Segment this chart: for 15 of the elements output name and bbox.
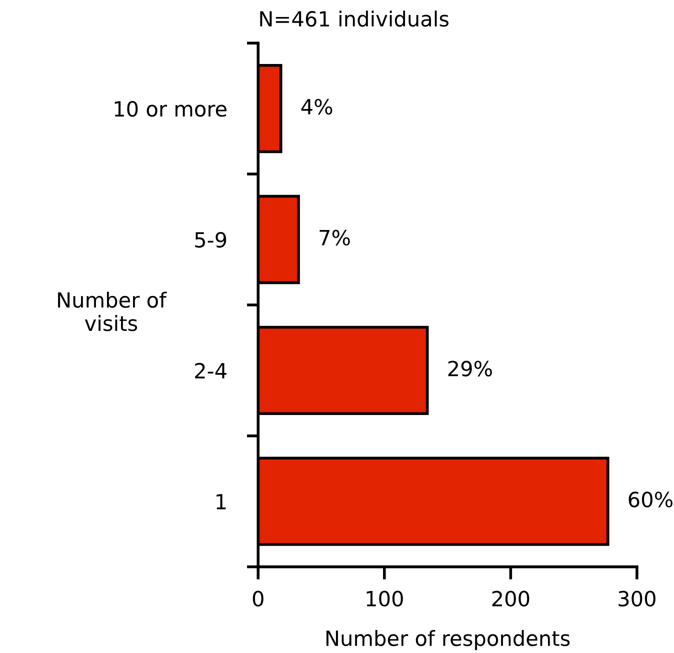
y-tick-label: 5-9: [195, 232, 226, 248]
y-tick-label: 1: [216, 494, 226, 510]
x-tick-label: 300: [618, 590, 656, 607]
x-tick-label: 200: [492, 590, 530, 607]
annotation: 29%: [448, 360, 492, 376]
y-axis-title: Number of visits: [58, 292, 167, 332]
annotation: 7%: [320, 230, 350, 246]
x-tick-label: 100: [366, 590, 403, 607]
annotation: 4%: [301, 98, 332, 115]
y-tick-label: 2-4: [195, 362, 226, 378]
chart-title: N=461 individuals: [260, 10, 449, 27]
annotation: 60%: [628, 492, 672, 508]
x-axis-title: Number of respondents: [326, 630, 570, 650]
x-tick-label: 0: [252, 590, 264, 607]
y-tick-label: 10 or more: [114, 101, 226, 117]
